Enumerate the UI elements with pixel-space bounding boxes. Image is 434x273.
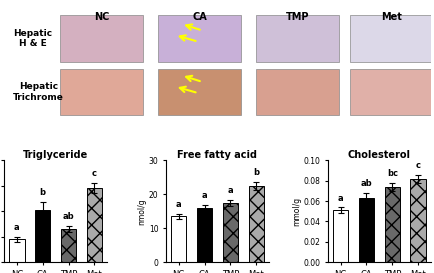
Bar xyxy=(9,239,24,262)
Text: Met: Met xyxy=(380,11,401,22)
Bar xyxy=(248,186,263,262)
FancyBboxPatch shape xyxy=(349,69,432,115)
Bar xyxy=(35,210,50,262)
Bar xyxy=(332,210,348,262)
Bar xyxy=(86,188,102,262)
Bar xyxy=(61,229,76,262)
Text: bc: bc xyxy=(386,169,397,178)
Bar xyxy=(410,179,425,262)
Text: TMP: TMP xyxy=(285,11,309,22)
FancyBboxPatch shape xyxy=(59,69,142,115)
Bar xyxy=(196,208,212,262)
Text: Hepatic
H & E: Hepatic H & E xyxy=(13,29,52,48)
Text: a: a xyxy=(201,191,207,200)
FancyBboxPatch shape xyxy=(255,69,338,115)
Text: ab: ab xyxy=(360,179,372,188)
FancyBboxPatch shape xyxy=(349,15,432,62)
Text: NC: NC xyxy=(93,11,109,22)
Text: a: a xyxy=(175,200,181,209)
FancyBboxPatch shape xyxy=(59,15,142,62)
Text: CA: CA xyxy=(191,11,206,22)
Text: c: c xyxy=(415,161,420,170)
Y-axis label: mmol/g: mmol/g xyxy=(291,197,300,226)
Bar xyxy=(384,187,399,262)
Text: b: b xyxy=(39,188,46,197)
Bar xyxy=(358,198,373,262)
FancyBboxPatch shape xyxy=(255,15,338,62)
Text: a: a xyxy=(14,223,20,232)
Title: Cholesterol: Cholesterol xyxy=(347,150,410,160)
Bar xyxy=(222,203,238,262)
FancyBboxPatch shape xyxy=(158,15,240,62)
Text: a: a xyxy=(337,194,342,203)
Title: Triglyceride: Triglyceride xyxy=(23,150,88,160)
Title: Free fatty acid: Free fatty acid xyxy=(177,150,257,160)
Y-axis label: nmol/g: nmol/g xyxy=(137,198,146,225)
FancyBboxPatch shape xyxy=(158,69,240,115)
Text: ab: ab xyxy=(62,212,74,221)
Text: b: b xyxy=(253,168,259,177)
Bar xyxy=(171,216,186,262)
Text: a: a xyxy=(227,186,233,195)
Text: Hepatic
Trichrome: Hepatic Trichrome xyxy=(13,82,64,102)
Text: c: c xyxy=(92,169,97,178)
